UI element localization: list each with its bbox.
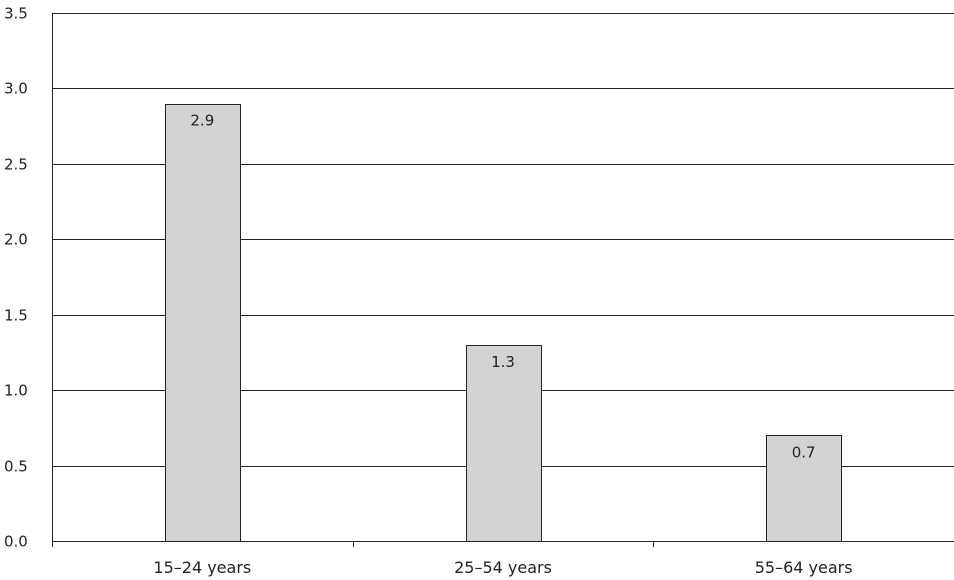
y-tick-label: 1.5 (4, 307, 28, 325)
x-category-label: 55–64 years (755, 558, 853, 577)
bars (165, 104, 842, 542)
y-tick-label: 3.5 (4, 5, 28, 23)
bar-value-label: 1.3 (491, 353, 515, 371)
bar (466, 345, 542, 542)
labels: 0.0 0.5 1.0 1.5 2.0 2.5 3.0 3.5 2.9 15–24 years 1.… (4, 5, 853, 578)
y-tick-label: 3.0 (4, 80, 28, 98)
axes (52, 13, 954, 547)
bar-value-label: 2.9 (190, 112, 214, 130)
y-tick-label: 1.0 (4, 382, 28, 400)
bar-value-label: 0.7 (792, 443, 816, 461)
x-category-label: 25–54 years (454, 558, 552, 577)
bar (165, 104, 241, 542)
y-tick-label: 0.0 (4, 533, 28, 551)
y-tick-label: 0.5 (4, 458, 28, 476)
y-tick-label: 2.0 (4, 231, 28, 249)
x-category-label: 15–24 years (153, 558, 251, 577)
y-tick-label: 2.5 (4, 156, 28, 174)
